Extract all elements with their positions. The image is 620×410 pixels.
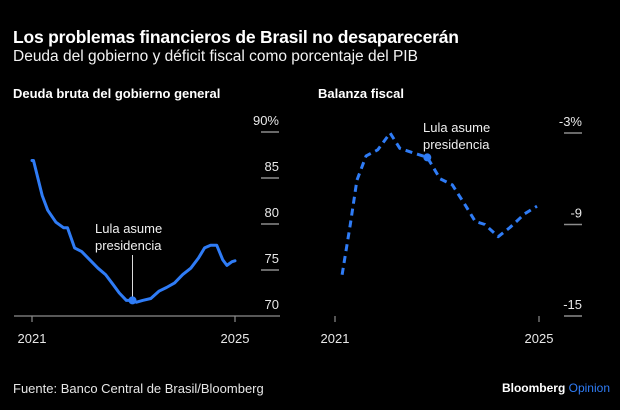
annotation-marker xyxy=(128,296,137,305)
left-panel-title: Deuda bruta del gobierno general xyxy=(13,86,221,101)
debt-chart: 90% 85 80 75 70 2021 2025 Lula asume presidencia xyxy=(14,113,280,346)
y-tick-label: 70 xyxy=(265,297,279,312)
y-tick-label: -3% xyxy=(559,114,583,129)
y-tick-label: 80 xyxy=(265,205,279,220)
x-tick-label: 2021 xyxy=(18,331,47,346)
y-tick-label: 90% xyxy=(253,113,279,128)
annotation-label: presidencia xyxy=(95,238,162,253)
chart-title: Los problemas financieros de Brasil no d… xyxy=(13,27,459,47)
x-tick-label: 2025 xyxy=(525,331,554,346)
annotation-marker xyxy=(423,153,432,162)
annotation-label: presidencia xyxy=(423,137,490,152)
right-panel-title: Balanza fiscal xyxy=(318,86,404,101)
x-tick-label: 2025 xyxy=(221,331,250,346)
annotation-label: Lula asume xyxy=(423,120,490,135)
x-tick-label: 2021 xyxy=(321,331,350,346)
brand-logo: Bloomberg Opinion xyxy=(502,381,610,395)
fiscal-balance-chart: -3% -9 -15 2021 2025 Lula asume presidencia xyxy=(321,114,583,346)
y-tick-label: 85 xyxy=(265,159,279,174)
annotation-label: Lula asume xyxy=(95,221,162,236)
brand-suffix: Opinion xyxy=(568,381,610,395)
chart-subtitle: Deuda del gobierno y déficit fiscal como… xyxy=(13,48,418,65)
series-line xyxy=(340,131,538,276)
source-note: Fuente: Banco Central de Brasil/Bloomber… xyxy=(13,381,264,396)
y-tick-label: 75 xyxy=(265,251,279,266)
y-tick-label: -15 xyxy=(563,297,582,312)
brand-name: Bloomberg xyxy=(501,381,566,395)
y-tick-label: -9 xyxy=(570,206,582,221)
